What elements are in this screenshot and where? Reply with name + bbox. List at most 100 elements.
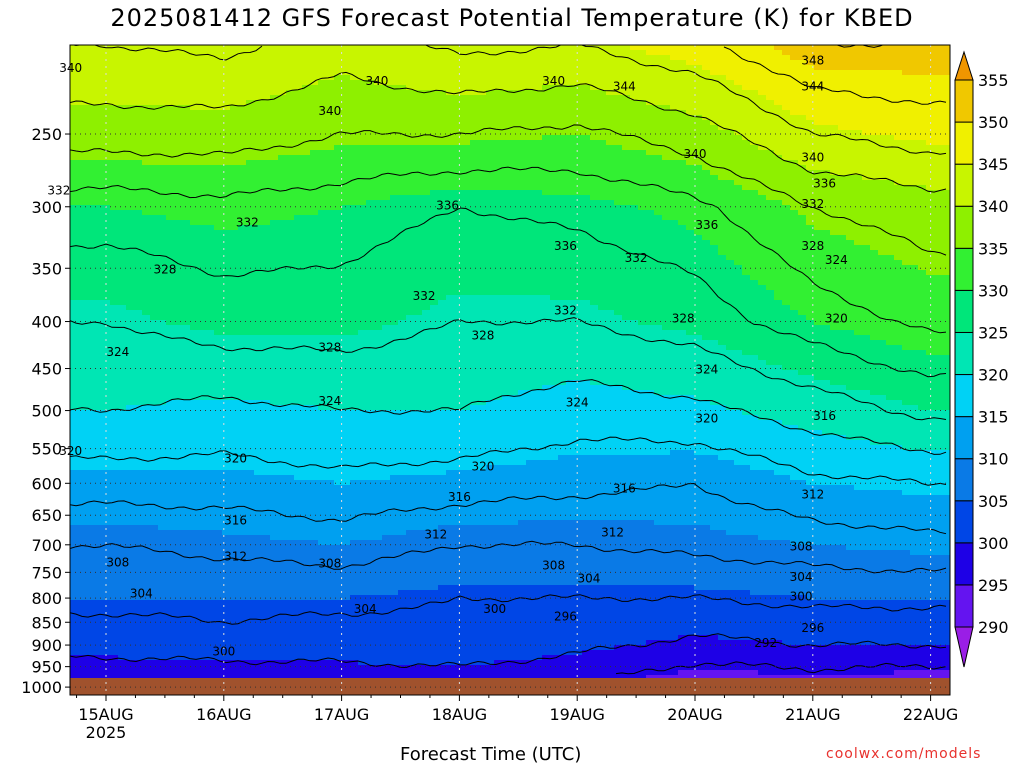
heat-cell bbox=[206, 295, 215, 301]
heat-cell bbox=[238, 500, 247, 506]
heat-cell bbox=[174, 295, 183, 301]
heat-cell bbox=[110, 455, 119, 461]
heat-cell bbox=[342, 430, 351, 436]
heat-cell bbox=[166, 475, 175, 481]
heat-cell bbox=[70, 135, 79, 141]
heat-cell bbox=[182, 545, 191, 551]
heat-cell bbox=[342, 360, 351, 366]
heat-cell bbox=[230, 135, 239, 141]
heat-cell bbox=[182, 325, 191, 331]
heat-cell bbox=[238, 455, 247, 461]
heat-cell bbox=[214, 490, 223, 496]
heat-cell bbox=[374, 455, 383, 461]
heat-cell bbox=[94, 95, 103, 101]
heat-cell bbox=[334, 255, 343, 261]
heat-cell bbox=[326, 125, 335, 131]
heat-cell bbox=[326, 235, 335, 241]
heat-cell bbox=[238, 130, 247, 136]
heat-cell bbox=[70, 235, 79, 241]
heat-cell bbox=[118, 250, 127, 256]
heat-cell bbox=[70, 510, 79, 516]
heat-cell bbox=[366, 265, 375, 271]
heat-cell bbox=[238, 60, 247, 66]
heat-cell bbox=[142, 145, 151, 151]
heat-cell bbox=[334, 505, 343, 511]
heat-cell bbox=[302, 210, 311, 216]
heat-cell bbox=[286, 155, 295, 161]
heat-cell bbox=[182, 580, 191, 586]
heat-cell bbox=[118, 565, 127, 571]
heat-cell bbox=[358, 580, 367, 586]
heat-cell bbox=[166, 140, 175, 146]
heat-cell bbox=[366, 535, 375, 541]
heat-cell bbox=[318, 525, 327, 531]
heat-cell bbox=[142, 240, 151, 246]
heat-cell bbox=[166, 90, 175, 96]
heat-cell bbox=[310, 600, 319, 606]
heat-cell bbox=[374, 510, 383, 516]
heat-cell bbox=[222, 330, 231, 336]
heat-cell bbox=[302, 160, 311, 166]
heat-cell bbox=[174, 510, 183, 516]
heat-cell bbox=[286, 495, 295, 501]
heat-cell bbox=[262, 95, 271, 101]
heat-cell bbox=[206, 255, 215, 261]
heat-cell bbox=[182, 640, 191, 646]
heat-cell bbox=[142, 425, 151, 431]
heat-cell bbox=[70, 90, 79, 96]
heat-cell bbox=[342, 115, 351, 121]
heat-cell bbox=[86, 610, 95, 616]
heat-cell bbox=[286, 630, 295, 636]
heat-cell bbox=[230, 490, 239, 496]
heat-cell bbox=[158, 630, 167, 636]
heat-cell bbox=[206, 210, 215, 216]
heat-cell bbox=[174, 150, 183, 156]
heat-cell bbox=[318, 185, 327, 191]
heat-cell bbox=[118, 220, 127, 226]
heat-cell bbox=[174, 570, 183, 576]
heat-cell bbox=[110, 155, 119, 161]
heat-cell bbox=[246, 65, 255, 71]
heat-cell bbox=[302, 105, 311, 111]
heat-cell bbox=[350, 490, 359, 496]
heat-cell bbox=[366, 485, 375, 491]
heat-cell bbox=[102, 510, 111, 516]
heat-cell bbox=[286, 120, 295, 126]
heat-cell bbox=[158, 100, 167, 106]
heat-cell bbox=[134, 320, 143, 326]
heat-cell bbox=[94, 305, 103, 311]
heat-cell bbox=[350, 135, 359, 141]
heat-cell bbox=[262, 285, 271, 291]
heat-cell bbox=[278, 485, 287, 491]
heat-cell bbox=[262, 155, 271, 161]
heat-cell bbox=[166, 675, 175, 681]
heat-cell bbox=[278, 480, 287, 486]
heat-cell bbox=[230, 285, 239, 291]
heat-cell bbox=[126, 270, 135, 276]
heat-cell bbox=[238, 350, 247, 356]
heat-cell bbox=[350, 345, 359, 351]
heat-cell bbox=[326, 495, 335, 501]
heat-cell bbox=[230, 640, 239, 646]
heat-cell bbox=[126, 525, 135, 531]
heat-cell bbox=[78, 75, 87, 81]
heat-cell bbox=[150, 135, 159, 141]
heat-cell bbox=[238, 100, 247, 106]
heat-cell bbox=[198, 420, 207, 426]
heat-cell bbox=[294, 85, 303, 91]
heat-cell bbox=[214, 110, 223, 116]
heat-cell bbox=[126, 465, 135, 471]
heat-cell bbox=[222, 630, 231, 636]
heat-cell bbox=[70, 85, 79, 91]
heat-cell bbox=[198, 555, 207, 561]
heat-cell bbox=[366, 330, 375, 336]
heat-cell bbox=[214, 605, 223, 611]
heat-cell bbox=[262, 665, 271, 671]
heat-cell bbox=[310, 530, 319, 536]
heat-cell bbox=[318, 70, 327, 76]
heat-cell bbox=[78, 540, 87, 546]
heat-cell bbox=[190, 255, 199, 261]
heat-cell bbox=[342, 370, 351, 376]
heat-cell bbox=[126, 150, 135, 156]
heat-cell bbox=[134, 375, 143, 381]
